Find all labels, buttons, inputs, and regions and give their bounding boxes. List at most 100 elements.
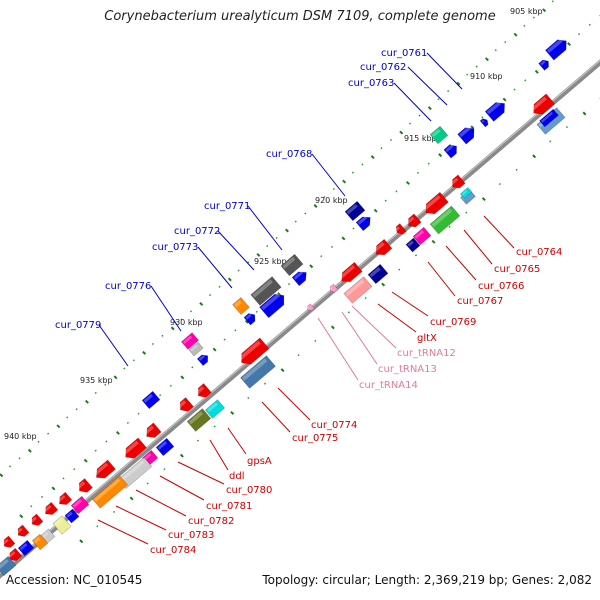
scale-label: 915 kbp [404,134,437,143]
scale-tick [237,269,240,272]
scale-tick [498,182,501,186]
scale-tick [96,525,99,528]
leader-line-forward [247,205,283,251]
scale-tick [494,49,497,52]
gene-feature [484,101,505,122]
gene-feature [538,59,549,71]
gene-feature [539,108,559,128]
gene-labels: cur_0761 cur_0762 cur_0763 cur_0768 cur_0771… [55,48,562,556]
scale-tick [212,347,217,352]
scale-tick [208,293,212,297]
scale-tick [244,319,249,324]
scale-tick [62,477,65,480]
gene-feature [57,491,73,505]
scale-tick [427,106,432,111]
scale-tick [582,111,587,116]
gene-feature [93,459,116,479]
gene-feature [240,355,276,389]
gene-label-reverse: cur_0767 [457,296,503,307]
gene-label-reverse: cur_0784 [150,545,196,556]
scale-tick [502,97,507,102]
scale-tick [191,366,194,369]
scale-tick [523,24,526,27]
scale-tick [513,88,516,91]
scale-tick [115,430,120,435]
gene-label-forward: cur_0762 [360,62,406,73]
scale-tick [196,439,199,442]
scale-tick [399,130,404,135]
scale-tick [94,391,97,394]
scale-tick [227,277,232,282]
gene-feature [429,125,449,145]
gene-label-rna: cur_tRNA12 [397,348,456,359]
gene-feature [232,297,250,315]
gene-label-forward: cur_0768 [266,149,312,160]
leader-line-reverse [445,245,477,281]
leader-line-reverse [427,261,456,297]
scale-tick [427,162,430,165]
gene-feature [259,292,285,319]
scale-tick [351,171,354,174]
scale-tick [129,496,134,501]
scale-tick [414,254,418,257]
scale-tick [234,329,237,332]
scale-tick [287,282,291,286]
scale-tick [481,116,484,119]
scale-tick [0,473,4,478]
leader-line-reverse [483,215,515,249]
gene-feature [76,478,93,493]
gene-feature [195,383,212,398]
gene-feature [196,354,209,367]
scale-tick [19,514,24,519]
gene-label-reverse: gpsA [247,456,272,467]
scale-tick [475,65,478,68]
gene-label-forward: cur_0771 [204,201,250,212]
scale-tick [373,208,378,213]
gene-feature [280,253,304,277]
gene-feature [52,515,72,535]
scale-tick [330,245,334,249]
scale-tick [485,57,489,62]
scale-tick [416,171,419,174]
scale-tick [256,253,261,257]
scale-tick [437,98,440,101]
scale-tick [104,383,107,386]
leader-line-forward [393,82,432,122]
scale-tick [431,239,436,244]
scale-tick [151,342,154,346]
scale-tick [255,310,258,313]
leader-line-reverse [135,489,187,517]
scale-tick [304,212,307,215]
gene-feature [423,191,449,215]
leader-line-rna [341,311,378,365]
scale-tick [247,261,250,264]
scale-tick [588,23,591,26]
leader-line-reverse [97,519,149,545]
gene-feature [186,408,212,432]
scale-tick [364,297,367,300]
scale-tick [347,311,350,314]
scale-tick [380,147,383,150]
leader-line-forward [197,246,233,289]
gene-label-forward: cur_0761 [381,48,427,59]
gene-feature [406,213,422,228]
accession-text: Accession: NC_010545 [6,573,143,587]
scale-tick [309,264,314,269]
gene-feature [30,513,44,526]
scale-tick [320,255,323,258]
gene-label-rna: cur_tRNA14 [359,380,418,391]
scale-label: 935 kbp [80,376,113,385]
scale-tick [280,368,285,373]
leader-line-reverse [391,291,429,317]
scale-tick [18,457,21,460]
leader-line-rna [317,317,359,381]
scale-tick [504,41,507,44]
gene-feature [155,437,175,457]
gene-feature [188,341,204,357]
gene-feature [16,524,30,537]
scale-tick [94,449,97,452]
scale-tick [384,199,387,202]
scale-tick [218,285,221,288]
leader-line-reverse [277,387,311,421]
gene-feature [250,276,282,306]
